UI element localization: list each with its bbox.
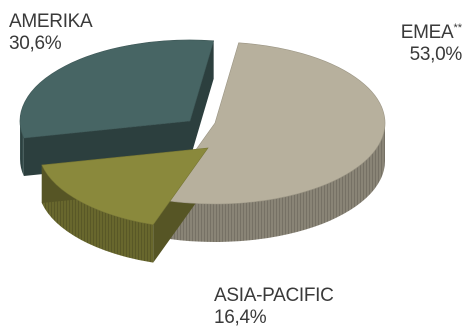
slice-emea xyxy=(159,42,386,205)
slice-asia-pacific xyxy=(41,147,209,226)
label-emea: EMEA** 53,0% xyxy=(400,17,463,66)
label-asia-pacific-value: 16,4% xyxy=(214,307,267,328)
label-asia-pacific: ASIA-PACIFIC 16,4% xyxy=(214,285,334,329)
label-amerika-name: AMERIKA xyxy=(9,11,93,32)
label-amerika-value: 30,6% xyxy=(9,33,62,54)
slice-wall-texture-asia-pacific xyxy=(41,165,154,263)
slice-amerika xyxy=(19,39,215,139)
label-asia-pacific-name: ASIA-PACIFIC xyxy=(214,285,334,306)
label-emea-marker: ** xyxy=(453,22,462,34)
label-amerika: AMERIKA 30,6% xyxy=(9,11,93,55)
label-emea-name: EMEA xyxy=(400,22,454,43)
slice-face-amerika-1 xyxy=(190,40,214,160)
label-emea-value: 53,0% xyxy=(409,44,463,65)
slice-wall-texture-amerika xyxy=(20,121,24,177)
slice-wall-texture-emea xyxy=(160,123,385,242)
